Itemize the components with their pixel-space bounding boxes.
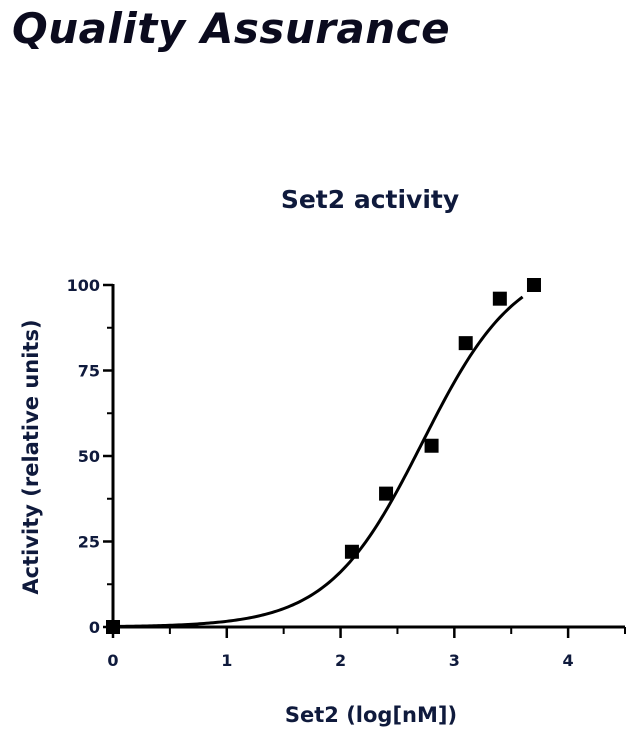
y-axis-label: Activity (relative units) (19, 319, 43, 594)
y-tick-label-75: 75 (78, 362, 100, 381)
data-point-3 (424, 438, 439, 453)
fit-curve (112, 295, 524, 628)
fit-curve-layer (112, 295, 524, 628)
data-point-6 (526, 278, 541, 292)
data-points (106, 278, 541, 634)
data-point-4 (458, 336, 473, 351)
x-tick-label-4: 4 (563, 651, 574, 670)
data-point-1 (344, 544, 359, 559)
data-point-0 (106, 620, 120, 634)
x-tick-label-0: 0 (107, 651, 118, 670)
y-tick-label-25: 25 (78, 533, 100, 552)
data-point-5 (492, 291, 507, 306)
axes: 0 25 50 75 100 0 1 2 3 4 (67, 276, 626, 670)
x-axis-label: Set2 (log[nM]) (285, 703, 457, 727)
x-tick-label-1: 1 (221, 651, 232, 670)
y-tick-label-100: 100 (67, 276, 100, 295)
chart-title: Set2 activity (281, 185, 459, 214)
x-tick-label-2: 2 (335, 651, 346, 670)
x-tick-label-3: 3 (449, 651, 460, 670)
y-tick-label-0: 0 (89, 618, 100, 637)
data-point-2 (379, 486, 394, 501)
page-title: Quality Assurance (12, 4, 451, 53)
y-tick-label-50: 50 (78, 447, 100, 466)
